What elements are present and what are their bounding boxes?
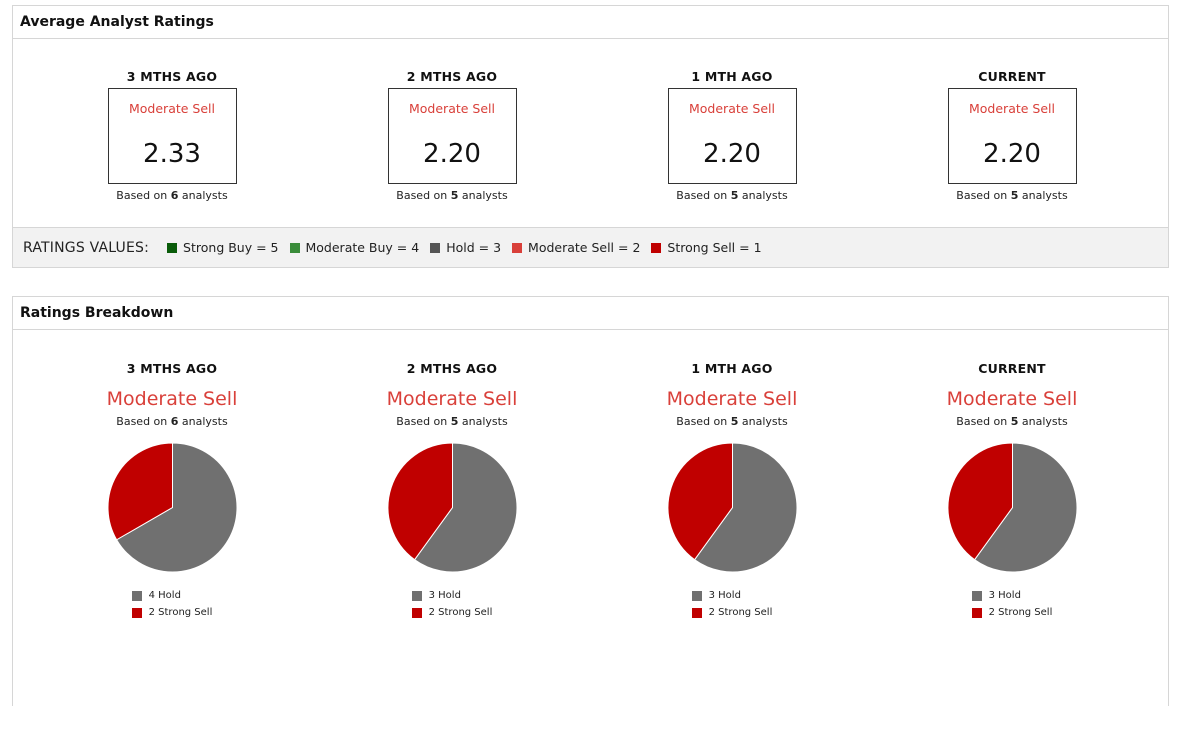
- pie-slice-strong-sell[interactable]: [107, 442, 173, 541]
- analyst-count: 5: [1010, 415, 1019, 428]
- breakdown-period-current: CURRENT Moderate Sell Based on 5 analyst…: [872, 361, 1152, 622]
- pie-legend-strong-sell[interactable]: 2 Strong Sell: [131, 604, 212, 621]
- period-title: 2 MTHS AGO: [406, 361, 498, 376]
- legend-strong-buy: Strong Buy = 5: [167, 240, 279, 255]
- average-ratings-header: Average Analyst Ratings: [13, 6, 1168, 39]
- period-title: 3 MTHS AGO: [126, 69, 218, 84]
- hold-swatch: [430, 242, 441, 253]
- analyst-count: 5: [730, 415, 739, 428]
- pie-legend-strong-sell[interactable]: 2 Strong Sell: [411, 604, 492, 621]
- rating-box: Moderate Sell 2.20: [387, 88, 517, 184]
- analyst-count: 6: [170, 415, 179, 428]
- pie-slice-hold[interactable]: [973, 442, 1077, 573]
- pie-slice-strong-sell[interactable]: [387, 442, 453, 561]
- moderate-sell-swatch: [512, 242, 523, 253]
- pie-legend: 4 Hold 2 Strong Sell: [131, 587, 213, 621]
- pie-legend-hold[interactable]: 3 Hold: [971, 587, 1053, 604]
- pie-chart[interactable]: [947, 442, 1078, 573]
- based-on-text: Based on 5 analysts: [956, 415, 1068, 428]
- pie-slice-hold[interactable]: [413, 442, 517, 573]
- period-title: CURRENT: [978, 361, 1046, 376]
- based-on-text: Based on 5 analysts: [956, 189, 1068, 202]
- based-on-text: Based on 5 analysts: [676, 415, 788, 428]
- rating-box: Moderate Sell 2.20: [667, 88, 797, 184]
- strong-sell-swatch: [651, 242, 662, 253]
- legend-hold: Hold = 3: [430, 240, 501, 255]
- rating-value: 2.33: [143, 139, 201, 169]
- avg-period-2m: 2 MTHS AGO Moderate Sell 2.20 Based on 5…: [312, 69, 592, 202]
- period-title: 1 MTH AGO: [691, 69, 773, 84]
- analyst-count: 5: [730, 189, 739, 202]
- pie-slice-hold[interactable]: [115, 442, 237, 573]
- pie-legend: 3 Hold 2 Strong Sell: [971, 587, 1053, 621]
- based-on-text: Based on 6 analysts: [116, 415, 228, 428]
- ratings-values-title: RATINGS VALUES:: [23, 239, 150, 256]
- rating-label: Moderate Sell: [969, 101, 1055, 116]
- based-on-text: Based on 5 analysts: [396, 189, 508, 202]
- ratings-breakdown-panel: Ratings Breakdown 3 MTHS AGO Moderate Se…: [12, 296, 1169, 706]
- pie-legend-strong-sell[interactable]: 2 Strong Sell: [971, 604, 1052, 621]
- rating-value: 2.20: [423, 139, 481, 169]
- rating-box: Moderate Sell 2.33: [107, 88, 237, 184]
- pie-chart[interactable]: [667, 442, 798, 573]
- pie-chart[interactable]: [387, 442, 518, 573]
- consensus-label: Moderate Sell: [946, 388, 1078, 410]
- avg-period-3m: 3 MTHS AGO Moderate Sell 2.33 Based on 6…: [32, 69, 312, 202]
- legend-moderate-buy: Moderate Buy = 4: [289, 240, 419, 255]
- breakdown-period-1m: 1 MTH AGO Moderate Sell Based on 5 analy…: [592, 361, 872, 622]
- ratings-breakdown-header: Ratings Breakdown: [13, 297, 1168, 330]
- breakdown-period-2m: 2 MTHS AGO Moderate Sell Based on 5 anal…: [312, 361, 592, 622]
- rating-label: Moderate Sell: [689, 101, 775, 116]
- pie-slice-strong-sell[interactable]: [667, 442, 733, 561]
- consensus-label: Moderate Sell: [106, 388, 238, 410]
- analyst-count: 5: [450, 189, 459, 202]
- pie-legend: 3 Hold 2 Strong Sell: [411, 587, 493, 621]
- based-on-text: Based on 5 analysts: [396, 415, 508, 428]
- strong-buy-swatch: [167, 242, 178, 253]
- hold-swatch: [971, 590, 982, 601]
- period-title: 2 MTHS AGO: [406, 69, 498, 84]
- strong-sell-swatch: [691, 607, 702, 618]
- analyst-count: 5: [1010, 189, 1019, 202]
- rating-box: Moderate Sell 2.20: [947, 88, 1077, 184]
- rating-label: Moderate Sell: [409, 101, 495, 116]
- period-title: 3 MTHS AGO: [126, 361, 218, 376]
- strong-sell-swatch: [131, 607, 142, 618]
- pie-slice-hold[interactable]: [693, 442, 797, 573]
- breakdown-period-3m: 3 MTHS AGO Moderate Sell Based on 6 anal…: [32, 361, 312, 622]
- hold-swatch: [131, 590, 142, 601]
- period-title: 1 MTH AGO: [691, 361, 773, 376]
- based-on-text: Based on 6 analysts: [116, 189, 228, 202]
- average-ratings-panel: Average Analyst Ratings 3 MTHS AGO Moder…: [12, 5, 1169, 268]
- pie-legend-hold[interactable]: 3 Hold: [411, 587, 493, 604]
- hold-swatch: [691, 590, 702, 601]
- pie-legend: 3 Hold 2 Strong Sell: [691, 587, 773, 621]
- analyst-count: 5: [450, 415, 459, 428]
- legend-moderate-sell: Moderate Sell = 2: [512, 240, 640, 255]
- moderate-buy-swatch: [289, 242, 300, 253]
- avg-period-current: CURRENT Moderate Sell 2.20 Based on 5 an…: [872, 69, 1152, 202]
- pie-slice-strong-sell[interactable]: [947, 442, 1013, 561]
- strong-sell-swatch: [411, 607, 422, 618]
- analyst-count: 6: [170, 189, 179, 202]
- consensus-label: Moderate Sell: [386, 388, 518, 410]
- based-on-text: Based on 5 analysts: [676, 189, 788, 202]
- avg-period-1m: 1 MTH AGO Moderate Sell 2.20 Based on 5 …: [592, 69, 872, 202]
- pie-legend-hold[interactable]: 3 Hold: [691, 587, 773, 604]
- legend-strong-sell: Strong Sell = 1: [651, 240, 762, 255]
- rating-value: 2.20: [703, 139, 761, 169]
- pie-legend-strong-sell[interactable]: 2 Strong Sell: [691, 604, 772, 621]
- period-title: CURRENT: [978, 69, 1046, 84]
- rating-label: Moderate Sell: [129, 101, 215, 116]
- pie-chart[interactable]: [107, 442, 238, 573]
- strong-sell-swatch: [971, 607, 982, 618]
- rating-value: 2.20: [983, 139, 1041, 169]
- hold-swatch: [411, 590, 422, 601]
- ratings-values-bar: RATINGS VALUES: Strong Buy = 5 Moderate …: [13, 227, 1168, 267]
- pie-legend-hold[interactable]: 4 Hold: [131, 587, 213, 604]
- consensus-label: Moderate Sell: [666, 388, 798, 410]
